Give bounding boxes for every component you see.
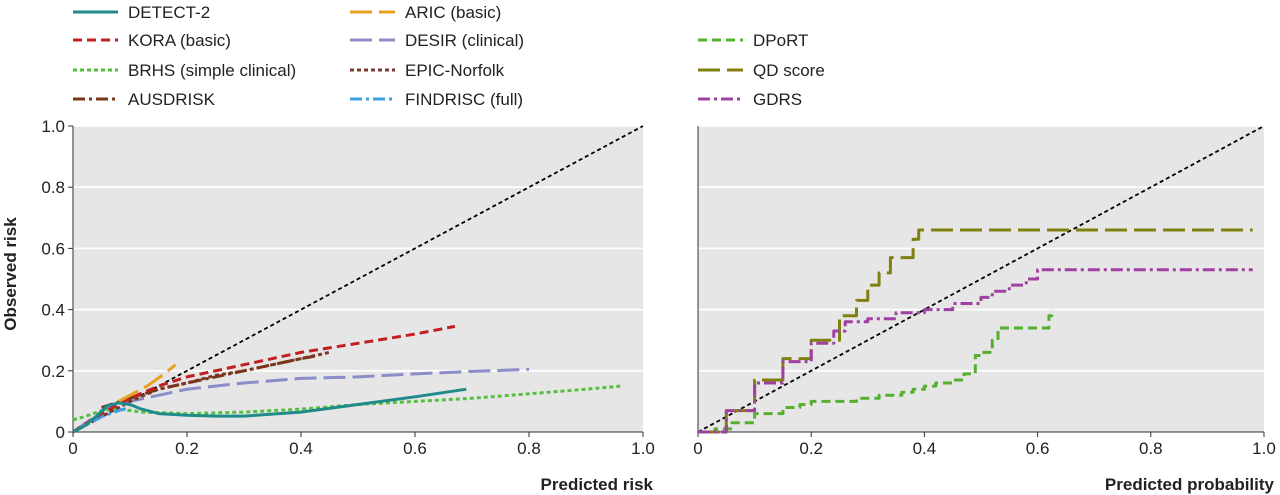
x-tick-label: 0.8 — [1139, 439, 1163, 458]
legend-label: QD score — [753, 61, 825, 80]
legend-label: AUSDRISK — [128, 90, 216, 109]
legend-item-detect-2: DETECT-2 — [73, 3, 210, 22]
x-axis-label: Predicted risk — [541, 475, 654, 494]
panel-predicted-probability: 0 0.2 0.4 0.6 0.8 1.0 Predicted probability — [693, 125, 1276, 494]
series-line-gdrs — [698, 268, 1253, 434]
x-tick-label: 0 — [68, 439, 77, 458]
legend-label: DETECT-2 — [128, 3, 210, 22]
x-tick-label: 0.6 — [403, 439, 427, 458]
series-line-aric-basic — [117, 363, 177, 403]
legend-label: FINDRISC (full) — [405, 90, 523, 109]
legend-item-findrisc-full: FINDRISC (full) — [350, 90, 523, 109]
reference-line — [697, 125, 1265, 433]
legend-label: ARIC (basic) — [405, 3, 501, 22]
y-tick-label: 0.8 — [41, 178, 65, 197]
legend-item-epic-norfolk: EPIC-Norfolk — [350, 61, 505, 80]
x-tick-label: 0 — [693, 439, 702, 458]
legend-label: BRHS (simple clinical) — [128, 61, 296, 80]
legend-label: EPIC-Norfolk — [405, 61, 505, 80]
series-line-kora-basic — [72, 324, 456, 434]
legend-label: DPoRT — [753, 31, 808, 50]
x-axis-label: Predicted probability — [1105, 475, 1275, 494]
series-line-dport — [698, 309, 1054, 434]
legend: DETECT-2 KORA (basic) BRHS (simple clinica… — [73, 3, 825, 109]
legend-label: GDRS — [753, 90, 802, 109]
y-tick-label: 0.4 — [41, 301, 65, 320]
x-tick-label: 0.4 — [913, 439, 937, 458]
panel-predicted-risk: 0 0.2 0.4 0.6 0.8 1.0 0 0.2 0.4 0.6 0.8 1.0 Predicte… — [1, 117, 655, 494]
x-tick-label: 0.6 — [1026, 439, 1050, 458]
legend-label: DESIR (clinical) — [405, 31, 524, 50]
legend-item-dport: DPoRT — [698, 31, 808, 50]
legend-item-ausdrisk: AUSDRISK — [73, 90, 216, 109]
x-tick-label: 0.2 — [799, 439, 823, 458]
legend-item-kora-basic: KORA (basic) — [73, 31, 231, 50]
x-tick-label: 0.4 — [289, 439, 313, 458]
x-tick-label: 0.8 — [517, 439, 541, 458]
y-tick-label: 0.6 — [41, 239, 65, 258]
y-axis-label: Observed risk — [1, 217, 20, 331]
legend-label: KORA (basic) — [128, 31, 231, 50]
legend-item-desir-clinical: DESIR (clinical) — [350, 31, 524, 50]
legend-item-gdrs: GDRS — [698, 90, 802, 109]
y-tick-label: 0 — [56, 423, 65, 442]
series-line-qd-score — [698, 228, 1253, 434]
legend-item-qd-score: QD score — [698, 61, 825, 80]
series-line-detect-2 — [72, 387, 467, 434]
series-line-brhs-simple-clinical — [72, 384, 621, 422]
y-tick-label: 0.2 — [41, 362, 65, 381]
reference-line — [72, 125, 644, 433]
x-tick-label: 1.0 — [1252, 439, 1276, 458]
y-tick-label: 1.0 — [41, 117, 65, 136]
legend-item-brhs-simple-clinical: BRHS (simple clinical) — [73, 61, 296, 80]
x-tick-label: 0.2 — [175, 439, 199, 458]
legend-item-aric-basic: ARIC (basic) — [350, 3, 501, 22]
x-tick-label: 1.0 — [631, 439, 655, 458]
